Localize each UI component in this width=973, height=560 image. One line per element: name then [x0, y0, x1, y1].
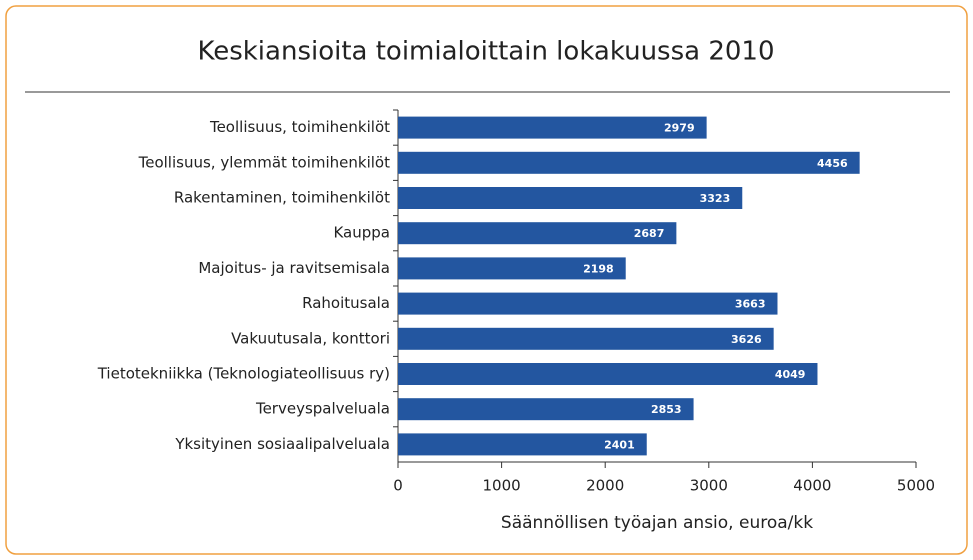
value-label: 2687 — [634, 227, 665, 240]
y-tick-label: Vakuutusala, konttori — [231, 329, 390, 347]
value-label: 2401 — [604, 438, 635, 451]
bar — [398, 327, 774, 350]
y-tick-label: Kauppa — [333, 224, 390, 242]
bar — [398, 151, 860, 174]
y-tick-label: Teollisuus, ylemmät toimihenkilöt — [138, 153, 390, 171]
y-tick-label: Rakentaminen, toimihenkilöt — [174, 189, 390, 207]
x-tick-label: 4000 — [793, 477, 831, 495]
value-label: 2198 — [583, 262, 614, 275]
bar — [398, 363, 818, 385]
value-label: 3663 — [735, 298, 766, 311]
chart-title: Keskiansioita toimialoittain lokakuussa … — [197, 37, 774, 67]
x-tick-label: 1000 — [483, 477, 521, 495]
value-label: 3323 — [700, 192, 731, 205]
y-tick-label: Terveyspalveluala — [255, 400, 390, 418]
bar — [398, 187, 743, 209]
bar — [398, 222, 677, 245]
value-label: 2853 — [651, 403, 682, 416]
bar — [398, 257, 626, 280]
bar — [398, 292, 778, 315]
bar — [398, 433, 647, 456]
x-tick-label: 3000 — [690, 477, 728, 495]
value-label: 4049 — [775, 368, 806, 381]
y-tick-label: Teollisuus, toimihenkilöt — [209, 118, 390, 136]
value-label: 3626 — [731, 333, 762, 346]
x-tick-label: 5000 — [897, 477, 935, 495]
frame — [5, 5, 968, 555]
value-label: 2979 — [664, 122, 695, 135]
value-label: 4456 — [817, 157, 848, 170]
x-tick-label: 0 — [393, 477, 403, 495]
y-tick-label: Rahoitusala — [302, 294, 390, 312]
bar — [398, 398, 694, 421]
x-tick-label: 2000 — [586, 477, 624, 495]
y-tick-label: Majoitus- ja ravitsemisala — [198, 259, 390, 277]
bar — [398, 116, 707, 139]
x-axis-title: Säännöllisen työajan ansio, euroa/kk — [501, 513, 813, 533]
y-tick-label: Tietotekniikka (Teknologiateollisuus ry) — [97, 365, 390, 383]
y-tick-label: Yksityinen sosiaalipalveluala — [174, 435, 390, 453]
